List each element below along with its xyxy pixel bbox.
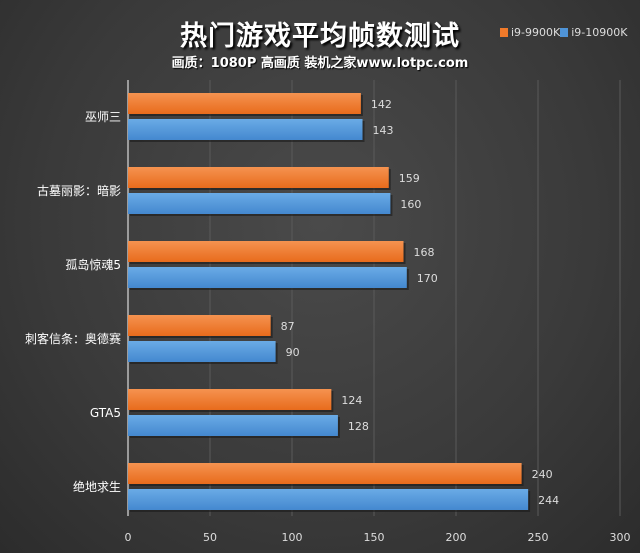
bar-i9-9900K-4 [128,389,332,410]
bar-i9-10900K-1 [128,193,391,214]
x-tick-label: 300 [610,531,631,544]
category-label: 古墓丽影：暗影 [37,183,121,198]
bar-i9-9900K-0 [128,93,361,114]
data-label: 159 [399,172,420,185]
legend: i9-9900K i9-10900K [500,26,627,39]
data-label: 128 [348,420,369,433]
data-label: 244 [538,494,559,507]
bar-i9-10900K-5 [128,489,529,510]
chart-subtitle: 画质：1080P 高画质 装机之家www.lotpc.com [171,56,469,71]
chart-title: 热门游戏平均帧数测试 [180,21,460,52]
bar-i9-9900K-1 [128,167,389,188]
legend-swatch-10900k [560,28,569,37]
legend-label-9900k: i9-9900K [511,26,561,39]
data-label: 240 [532,468,553,481]
data-label: 87 [281,320,295,333]
data-label: 142 [371,98,392,111]
category-label: 绝地求生 [73,479,121,494]
x-tick-label: 100 [282,531,303,544]
data-label: 90 [286,346,300,359]
legend-label-10900k: i9-10900K [571,26,628,39]
bar-i9-10900K-3 [128,341,276,362]
data-label: 168 [414,246,435,259]
data-label: 124 [341,394,362,407]
x-tick-label: 200 [446,531,467,544]
data-label: 143 [373,124,394,137]
data-label: 160 [400,198,421,211]
x-tick-label: 50 [203,531,217,544]
category-label: 巫师三 [85,110,121,124]
category-label: GTA5 [90,406,121,420]
bar-i9-9900K-3 [128,315,271,336]
bar-i9-9900K-2 [128,241,404,262]
data-label: 170 [417,272,438,285]
x-tick-label: 150 [364,531,385,544]
bar-i9-10900K-0 [128,119,363,140]
x-tick-label: 0 [125,531,132,544]
bar-i9-9900K-5 [128,463,522,484]
x-tick-label: 250 [528,531,549,544]
legend-swatch-9900k [500,28,508,37]
bar-i9-10900K-2 [128,267,407,288]
bar-i9-10900K-4 [128,415,338,436]
category-label: 孤岛惊魂5 [65,257,121,272]
category-label: 刺客信条：奥德赛 [25,331,121,346]
